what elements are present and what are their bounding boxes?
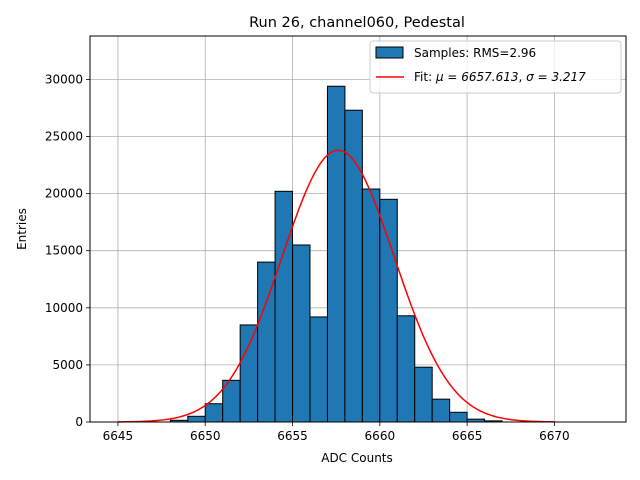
y-axis-ticks: 0 5000 10000 15000 20000 25000 30000 [45, 72, 90, 429]
x-tick-label: 6660 [365, 429, 396, 443]
x-tick-label: 6665 [452, 429, 483, 443]
histogram-bar [239, 324, 259, 423]
histogram-bar [344, 109, 363, 423]
histogram-bar [361, 188, 381, 423]
legend-fit-label: Fit: μ = 6657.613, σ = 3.217 [414, 70, 586, 84]
histogram-bar [431, 398, 451, 423]
legend-fit-sigma: σ = 3.217 [526, 70, 586, 84]
x-axis-label: ADC Counts [321, 451, 393, 465]
histogram-bar [449, 411, 468, 423]
histogram-bar [292, 244, 311, 423]
y-axis-label: Entries [15, 208, 29, 250]
y-tick-label: 30000 [45, 72, 83, 86]
legend-fit-prefix: Fit: [414, 70, 436, 84]
y-tick-label: 10000 [45, 301, 83, 315]
legend: Samples: RMS=2.96 Fit: μ = 6657.613, σ =… [369, 40, 622, 94]
x-tick-label: 6650 [190, 429, 221, 443]
y-tick-label: 5000 [52, 358, 83, 372]
histogram-bar [326, 85, 346, 423]
x-tick-label: 6655 [277, 429, 308, 443]
legend-histogram-label: Samples: RMS=2.96 [414, 46, 536, 60]
histogram-bar [309, 316, 328, 423]
x-tick-label: 6645 [103, 429, 134, 443]
y-tick-label: 0 [75, 415, 83, 429]
histogram-bar [414, 366, 433, 423]
y-tick-label: 15000 [45, 244, 83, 258]
histogram-bar [187, 415, 206, 423]
y-tick-label: 25000 [45, 129, 83, 143]
histogram-bar [396, 315, 416, 423]
legend-fit-mu: μ = 6657.613 [435, 70, 519, 84]
fit-curve [117, 149, 555, 423]
x-tick-label: 6670 [539, 429, 570, 443]
histogram-bar [379, 198, 398, 423]
histogram-bar [204, 403, 224, 423]
legend-histogram-swatch [375, 46, 404, 59]
x-axis-ticks: 6645 6650 6655 6660 6665 6670 [103, 422, 570, 443]
chart-title: Run 26, channel060, Pedestal [249, 15, 465, 31]
y-tick-label: 20000 [45, 187, 83, 201]
plot-frame [89, 35, 627, 423]
legend-box [369, 40, 622, 94]
histogram-bar [274, 190, 294, 423]
histogram-bars [169, 85, 503, 423]
